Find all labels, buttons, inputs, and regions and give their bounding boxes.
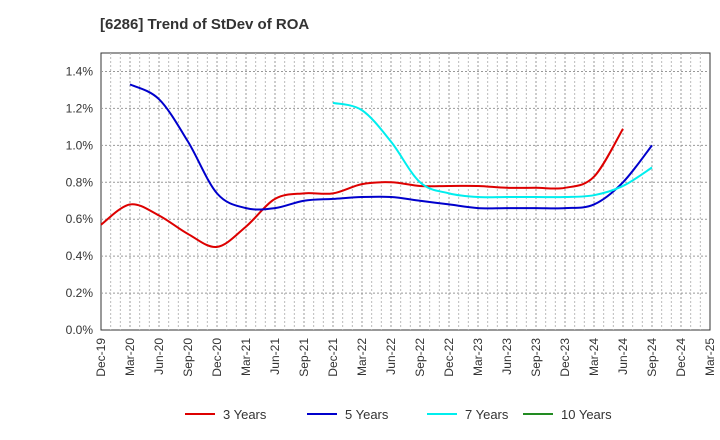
series-lines bbox=[100, 83, 653, 248]
x-tick-label: Dec-19 bbox=[94, 338, 108, 377]
y-tick-label: 0.0% bbox=[66, 323, 94, 337]
x-tick-label: Sep-24 bbox=[645, 338, 659, 377]
x-tick-label: Dec-20 bbox=[210, 338, 224, 377]
y-tick-label: 1.0% bbox=[66, 138, 94, 152]
x-tick-label: Mar-24 bbox=[587, 338, 601, 376]
x-tick-label: Sep-23 bbox=[529, 338, 543, 377]
x-tick-label: Jun-23 bbox=[500, 338, 514, 375]
y-tick-label: 1.4% bbox=[66, 64, 94, 78]
legend-label-5-years: 5 Years bbox=[345, 407, 389, 422]
x-tick-label: Mar-20 bbox=[123, 338, 137, 376]
x-tick-label: Jun-21 bbox=[268, 338, 282, 375]
chart-title: [6286] Trend of StDev of ROA bbox=[100, 16, 310, 33]
x-tick-label: Mar-23 bbox=[471, 338, 485, 376]
legend-label-7-years: 7 Years bbox=[465, 407, 509, 422]
series-line-5-years bbox=[129, 83, 653, 211]
x-tick-label: Jun-24 bbox=[616, 338, 630, 375]
x-tick-label: Dec-23 bbox=[558, 338, 572, 377]
y-tick-label: 0.6% bbox=[66, 212, 94, 226]
x-tick-label: Mar-25 bbox=[703, 338, 717, 376]
x-tick-label: Mar-21 bbox=[239, 338, 253, 376]
y-tick-label: 0.2% bbox=[66, 286, 94, 300]
legend-label-10-years: 10 Years bbox=[561, 407, 612, 422]
y-tick-label: 0.4% bbox=[66, 249, 94, 263]
x-tick-label: Dec-24 bbox=[674, 338, 688, 377]
x-tick-label: Dec-21 bbox=[326, 338, 340, 377]
x-tick-label: Jun-22 bbox=[384, 338, 398, 375]
legend: 3 Years 5 Years 7 Years 10 Years bbox=[185, 407, 612, 422]
x-tick-label: Sep-20 bbox=[181, 338, 195, 377]
x-tick-label: Sep-21 bbox=[297, 338, 311, 377]
x-tick-label: Jun-20 bbox=[152, 338, 166, 375]
series-line-7-years bbox=[332, 101, 653, 199]
x-tick-label: Mar-22 bbox=[355, 338, 369, 376]
grid bbox=[101, 53, 710, 330]
x-tick-label: Dec-22 bbox=[442, 338, 456, 377]
y-axis: 0.0% 0.2% 0.4% 0.6% 0.8% 1.0% 1.2% 1.4% bbox=[66, 64, 94, 337]
x-axis: Dec-19 Mar-20 Jun-20 Sep-20 Dec-20 Mar-21 Jun-… bbox=[94, 338, 717, 377]
y-tick-label: 1.2% bbox=[66, 101, 94, 115]
x-tick-label: Sep-22 bbox=[413, 338, 427, 377]
y-tick-label: 0.8% bbox=[66, 175, 94, 189]
series-line-3-years bbox=[100, 128, 624, 248]
legend-label-3-years: 3 Years bbox=[223, 407, 267, 422]
plot-area bbox=[100, 52, 711, 331]
